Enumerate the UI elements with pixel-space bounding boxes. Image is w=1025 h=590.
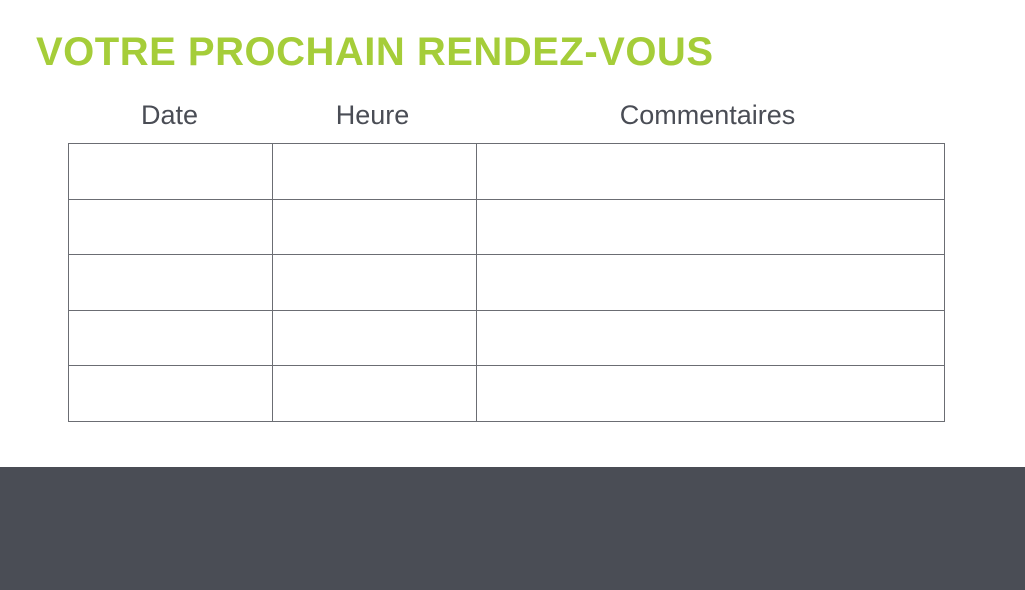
appointment-table xyxy=(68,143,945,422)
footer-band xyxy=(0,467,1025,590)
cell-heure[interactable] xyxy=(272,309,477,366)
table-row xyxy=(68,143,945,200)
column-header-date: Date xyxy=(140,100,199,130)
cell-date[interactable] xyxy=(68,198,273,255)
cell-date[interactable] xyxy=(68,254,273,311)
cell-commentaires[interactable] xyxy=(476,365,945,422)
cell-commentaires[interactable] xyxy=(476,254,945,311)
cell-heure[interactable] xyxy=(272,143,477,200)
cell-heure[interactable] xyxy=(272,198,477,255)
cell-commentaires[interactable] xyxy=(476,309,945,366)
cell-heure[interactable] xyxy=(272,254,477,311)
cell-date[interactable] xyxy=(68,365,273,422)
cell-date[interactable] xyxy=(68,309,273,366)
cell-date[interactable] xyxy=(68,143,273,200)
cell-heure[interactable] xyxy=(272,365,477,422)
page-title: VOTRE PROCHAIN RENDEZ-VOUS xyxy=(36,30,714,74)
cell-commentaires[interactable] xyxy=(476,143,945,200)
column-header-heure: Heure xyxy=(335,100,410,130)
column-header-commentaires: Commentaires xyxy=(619,100,796,130)
table-row xyxy=(68,254,945,311)
table-row xyxy=(68,309,945,366)
table-row xyxy=(68,198,945,255)
table-row xyxy=(68,365,945,422)
cell-commentaires[interactable] xyxy=(476,198,945,255)
